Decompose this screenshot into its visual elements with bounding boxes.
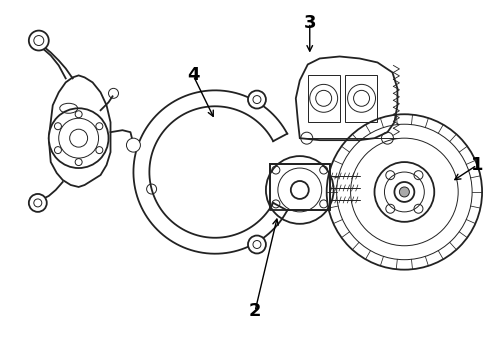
Text: 2: 2 [249, 302, 261, 320]
Circle shape [291, 181, 309, 199]
Polygon shape [270, 164, 330, 210]
Circle shape [126, 138, 141, 152]
Polygon shape [49, 75, 111, 187]
Polygon shape [296, 57, 397, 140]
Circle shape [29, 31, 49, 50]
Polygon shape [133, 90, 287, 254]
Text: 3: 3 [303, 14, 316, 32]
Polygon shape [308, 75, 340, 122]
Circle shape [29, 194, 47, 212]
Circle shape [248, 235, 266, 253]
Text: 4: 4 [187, 66, 199, 84]
Text: 1: 1 [471, 156, 483, 174]
Circle shape [49, 108, 108, 168]
Circle shape [394, 182, 415, 202]
Circle shape [399, 187, 409, 197]
Polygon shape [344, 75, 377, 122]
Circle shape [248, 91, 266, 108]
